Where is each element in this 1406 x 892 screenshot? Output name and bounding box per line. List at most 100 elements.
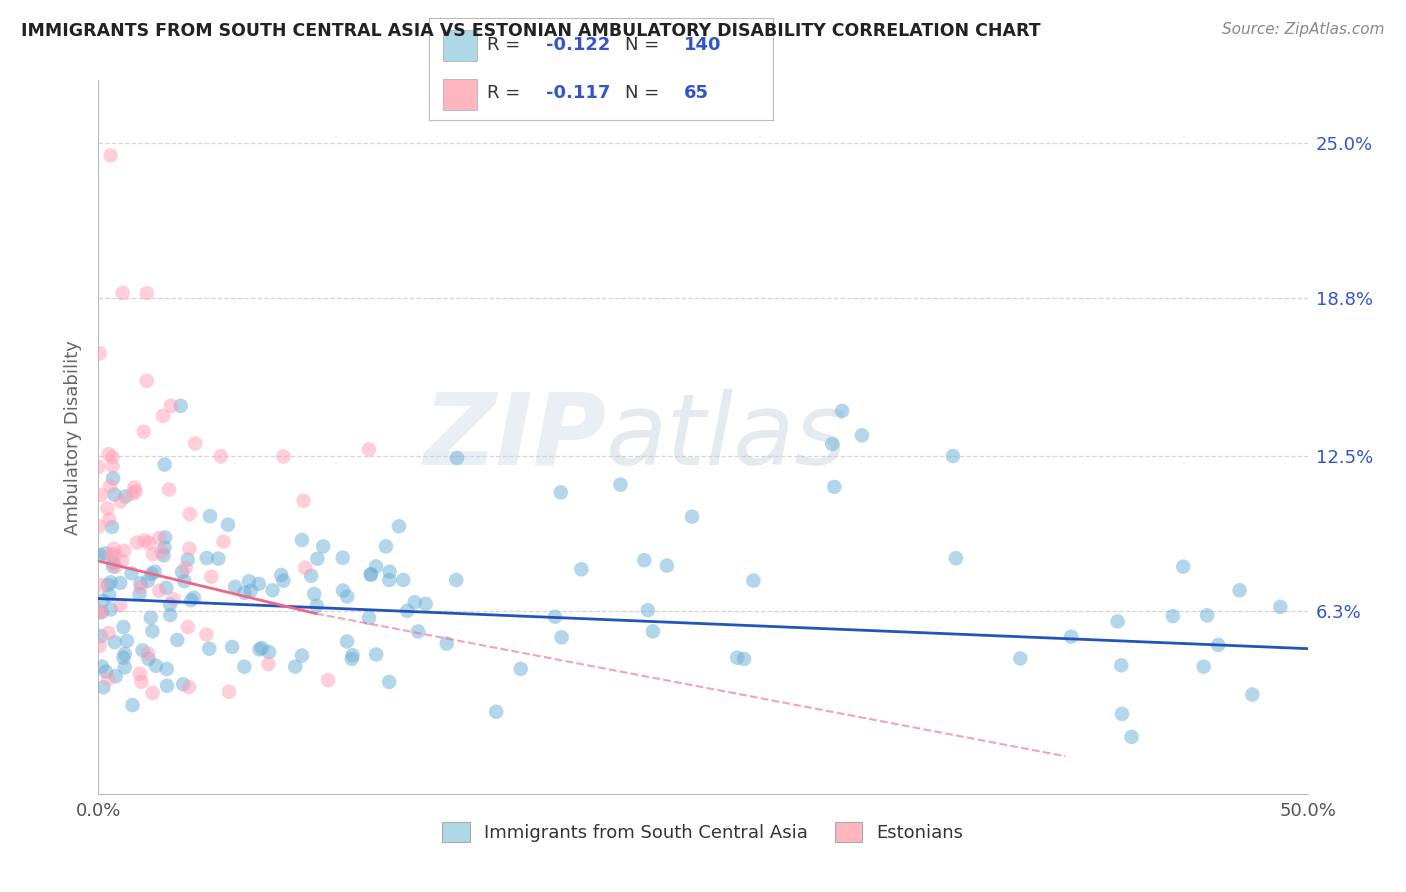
Point [138, 652, 160, 666]
Point [233, 659, 256, 673]
Point [195, 551, 218, 566]
Point [114, 647, 136, 661]
Point [1111, 658, 1133, 673]
Point [357, 442, 380, 457]
Point [392, 573, 415, 587]
Point [87, 459, 110, 474]
Point [166, 632, 188, 647]
Point [250, 640, 273, 655]
Point [305, 599, 328, 613]
Point [128, 587, 150, 601]
Point [550, 485, 572, 500]
Point [156, 662, 179, 676]
Point [641, 624, 664, 639]
Point [134, 533, 156, 548]
Point [183, 591, 205, 605]
Point [316, 673, 339, 687]
Point [195, 627, 218, 641]
Text: atlas: atlas [606, 389, 848, 485]
Point [179, 507, 201, 521]
Point [97, 447, 120, 461]
Point [360, 567, 382, 582]
Point [273, 450, 295, 464]
Point [159, 607, 181, 622]
Point [257, 645, 280, 659]
Point [177, 680, 200, 694]
Point [162, 592, 184, 607]
Point [90, 605, 112, 619]
Point [207, 551, 229, 566]
Point [302, 587, 325, 601]
Point [224, 580, 246, 594]
Point [90, 488, 112, 502]
Point [100, 548, 122, 562]
Point [131, 643, 153, 657]
Point [1060, 630, 1083, 644]
Point [294, 560, 316, 574]
Point [436, 636, 458, 650]
Point [114, 660, 136, 674]
Point [233, 586, 256, 600]
Point [108, 576, 131, 591]
Point [103, 635, 125, 649]
Y-axis label: Ambulatory Disability: Ambulatory Disability [65, 340, 83, 534]
Point [633, 553, 655, 567]
Point [209, 450, 232, 464]
Point [733, 652, 755, 666]
Point [655, 558, 678, 573]
Point [1121, 730, 1143, 744]
Point [103, 556, 125, 570]
Point [823, 480, 845, 494]
Point [292, 493, 315, 508]
Point [100, 148, 122, 162]
Point [153, 458, 176, 472]
Point [98, 512, 121, 526]
Point [446, 450, 468, 465]
Point [131, 674, 153, 689]
Point [221, 640, 243, 654]
Point [87, 606, 110, 620]
Point [121, 566, 143, 581]
Point [174, 560, 197, 574]
Point [170, 565, 193, 579]
Point [112, 620, 135, 634]
Point [336, 590, 359, 604]
Text: Source: ZipAtlas.com: Source: ZipAtlas.com [1222, 22, 1385, 37]
Point [180, 593, 202, 607]
Point [121, 698, 143, 713]
Point [291, 648, 314, 663]
Point [342, 648, 364, 663]
Point [152, 409, 174, 423]
Bar [443, 79, 477, 110]
Point [97, 673, 120, 687]
Text: IMMIGRANTS FROM SOUTH CENTRAL ASIA VS ESTONIAN AMBULATORY DISABILITY CORRELATION: IMMIGRANTS FROM SOUTH CENTRAL ASIA VS ES… [21, 22, 1040, 40]
Point [1173, 559, 1195, 574]
Point [273, 574, 295, 588]
Point [90, 659, 112, 673]
Point [212, 534, 235, 549]
Point [153, 530, 176, 544]
Point [291, 533, 314, 547]
Point [135, 286, 157, 301]
Point [821, 437, 844, 451]
Point [404, 595, 426, 609]
Point [111, 286, 134, 301]
Point [139, 610, 162, 624]
Point [142, 547, 165, 561]
Point [101, 520, 124, 534]
Point [156, 679, 179, 693]
Point [157, 483, 180, 497]
Point [742, 574, 765, 588]
Point [100, 602, 122, 616]
Point [1206, 638, 1229, 652]
Point [110, 599, 132, 613]
Point [114, 490, 136, 504]
Point [378, 573, 401, 587]
Point [101, 450, 124, 464]
Point [129, 580, 152, 594]
Legend: Immigrants from South Central Asia, Estonians: Immigrants from South Central Asia, Esto… [436, 814, 970, 849]
Point [103, 548, 125, 562]
Point [129, 576, 152, 591]
Point [1241, 688, 1264, 702]
Point [104, 559, 127, 574]
